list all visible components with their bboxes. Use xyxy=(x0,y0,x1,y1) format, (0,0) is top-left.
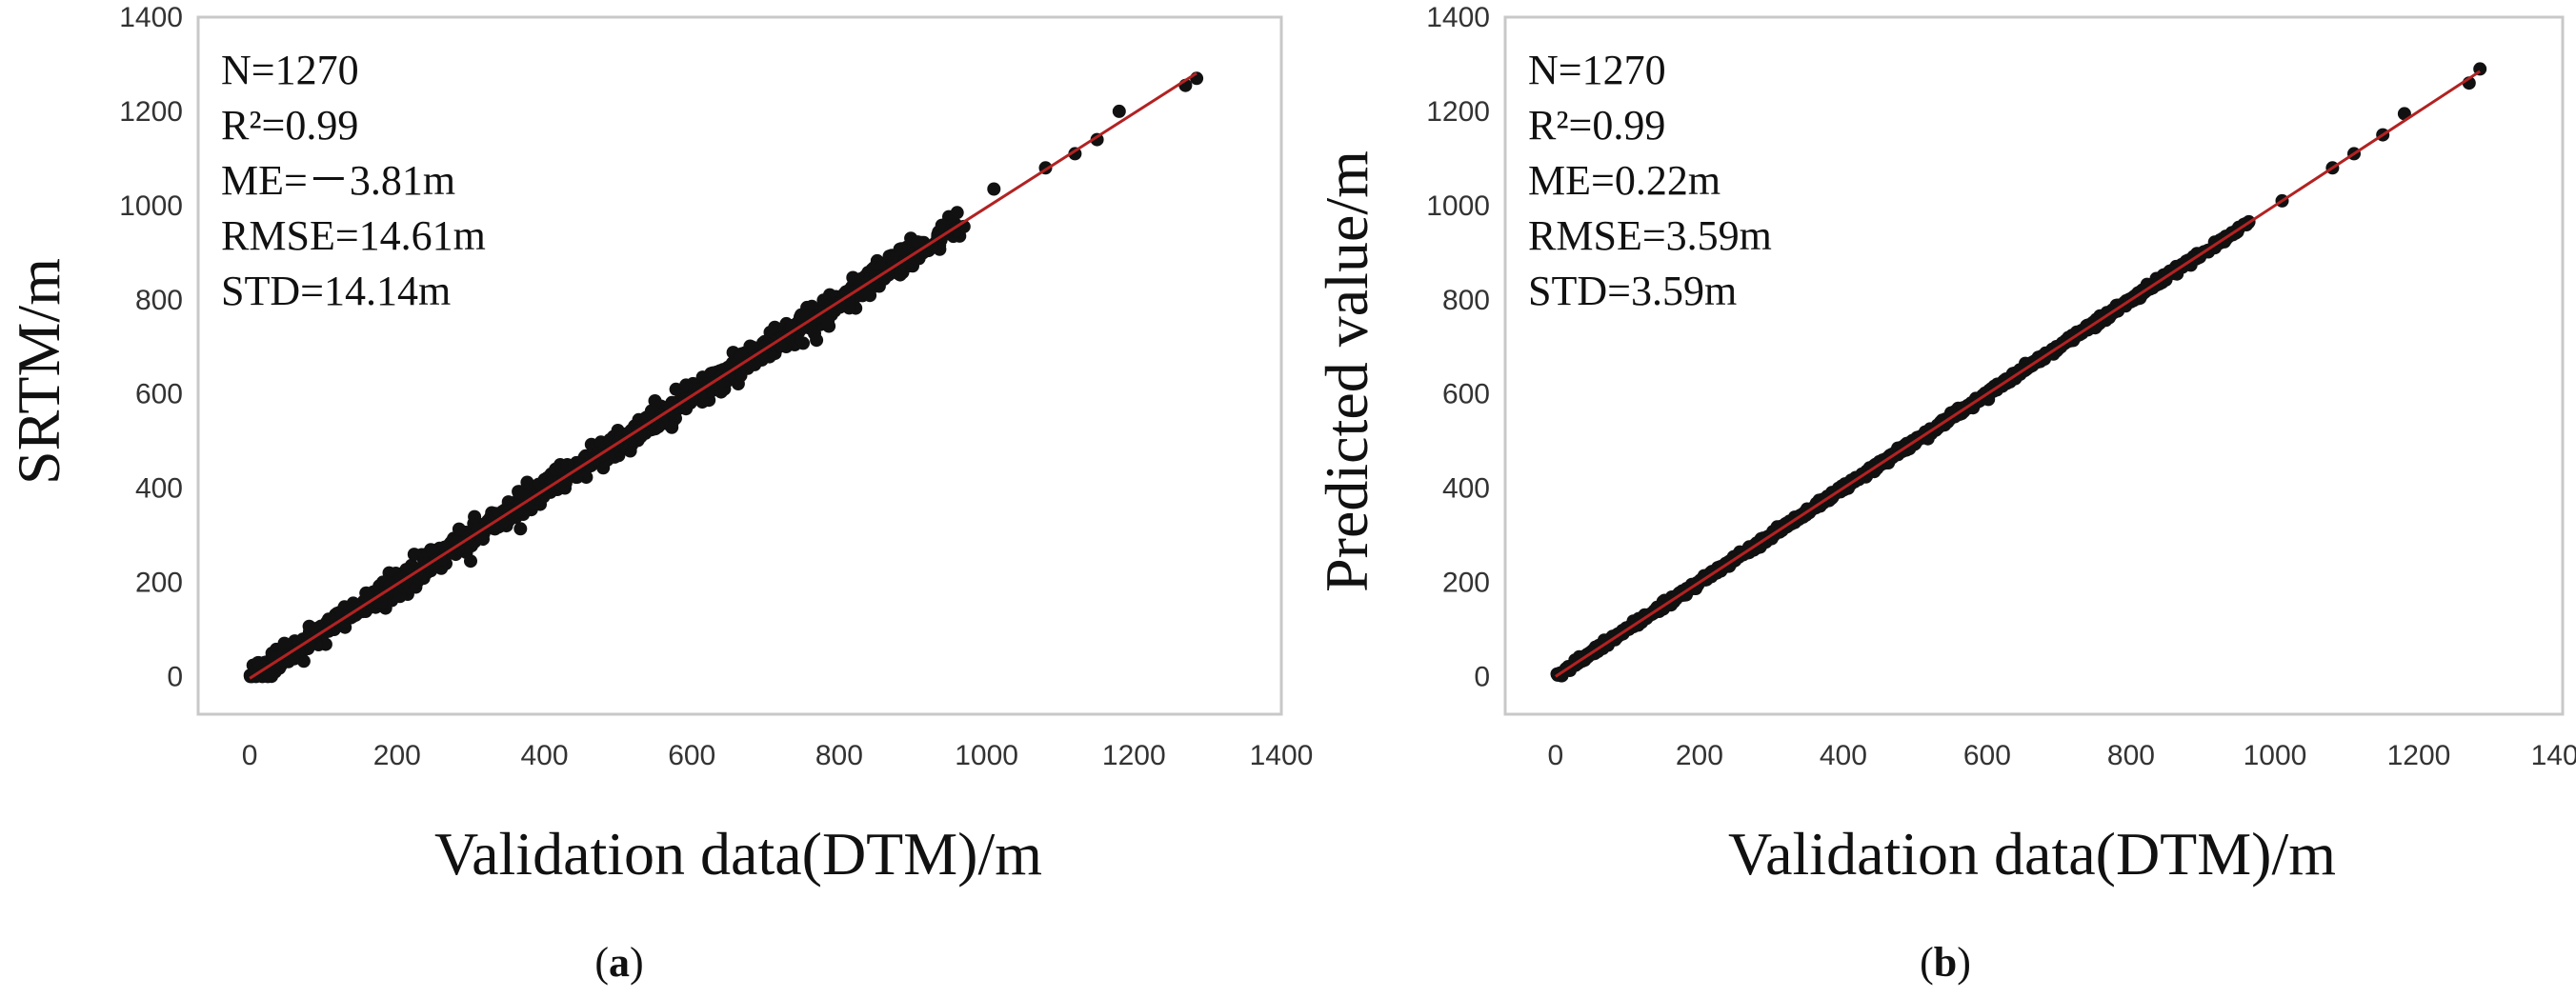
y-tick-label: 1000 xyxy=(1426,190,1490,222)
data-point xyxy=(625,438,638,452)
data-point xyxy=(392,589,407,604)
stat-n-b: N=1270 xyxy=(1528,47,1666,93)
data-point xyxy=(452,522,466,536)
x-tick-label: 600 xyxy=(1963,740,2011,771)
caption-close-b: ) xyxy=(1957,939,1971,986)
fit-line-a xyxy=(249,71,1197,680)
y-tick-label: 200 xyxy=(135,568,183,599)
data-point xyxy=(520,475,534,489)
y-tick-label: 200 xyxy=(1442,568,1490,599)
data-point xyxy=(821,314,835,329)
x-tick-label: 400 xyxy=(520,740,568,771)
y-tick-label: 0 xyxy=(1474,661,1490,692)
panel-caption-a: (a) xyxy=(594,939,643,986)
data-point xyxy=(2069,325,2083,339)
y-tick-label: 600 xyxy=(135,379,183,410)
y-tick-label: 1200 xyxy=(119,96,183,128)
data-point xyxy=(275,647,290,661)
x-tick-label: 200 xyxy=(373,740,421,771)
data-point xyxy=(1112,104,1126,118)
y-tick-label: 1400 xyxy=(119,2,183,33)
x-axis-label-a: Validation data(DTM)/m xyxy=(434,820,1042,888)
data-point xyxy=(925,239,939,252)
x-tick-label: 600 xyxy=(668,740,715,771)
x-tick-label: 0 xyxy=(1548,740,1564,771)
data-point xyxy=(950,206,964,220)
stat-std-a: STD=14.14m xyxy=(221,268,451,314)
caption-open-a: ( xyxy=(594,939,609,986)
x-tick-label: 200 xyxy=(1676,740,1723,771)
data-point xyxy=(886,251,899,266)
x-tick-label: 400 xyxy=(1820,740,1867,771)
y-tick-label: 400 xyxy=(1442,473,1490,505)
data-point xyxy=(486,519,500,533)
data-point xyxy=(560,458,574,471)
y-ticks-b: 0 200 400 600 800 1000 1200 1400 xyxy=(1426,2,1490,692)
x-tick-label: 1200 xyxy=(1102,740,1166,771)
y-tick-label: 1200 xyxy=(1426,96,1490,128)
stat-rmse-b: RMSE=3.59m xyxy=(1528,212,1772,259)
data-point xyxy=(987,182,1001,196)
data-point xyxy=(596,449,611,462)
x-axis-label-b: Validation data(DTM)/m xyxy=(1728,820,2336,888)
y-tick-label: 800 xyxy=(1442,285,1490,316)
data-point xyxy=(277,636,292,650)
caption-letter-a: a xyxy=(609,939,630,986)
data-point xyxy=(464,554,477,569)
data-point xyxy=(911,235,925,250)
stat-r2-b: R²=0.99 xyxy=(1528,102,1665,149)
data-point xyxy=(513,522,528,536)
data-point xyxy=(714,385,728,399)
y-tick-label: 600 xyxy=(1442,379,1490,410)
caption-close-a: ) xyxy=(630,939,644,986)
x-tick-label: 800 xyxy=(2107,740,2155,771)
y-tick-label: 400 xyxy=(135,473,183,505)
y-tick-label: 800 xyxy=(135,285,183,316)
x-tick-label: 1000 xyxy=(955,740,1018,771)
data-point xyxy=(474,531,489,546)
data-point xyxy=(513,487,526,501)
y-tick-label: 0 xyxy=(167,661,183,692)
panel-a: 0 200 400 600 800 1000 1200 1400 0 200 400 600 800 1… xyxy=(5,2,1313,986)
y-tick-label: 1000 xyxy=(119,190,183,222)
y-ticks-a: 0 200 400 600 800 1000 1200 1400 xyxy=(119,2,183,692)
stat-me-b: ME=0.22m xyxy=(1528,157,1721,204)
x-tick-label: 1000 xyxy=(2244,740,2307,771)
x-ticks-a: 0 200 400 600 800 1000 1200 1400 xyxy=(242,740,1314,771)
caption-letter-b: b xyxy=(1934,939,1957,986)
data-point xyxy=(679,378,694,392)
x-tick-label: 1400 xyxy=(1250,740,1314,771)
data-point xyxy=(735,349,750,363)
panel-b: 0 200 400 600 800 1000 1200 1400 0 200 400 600 800 1… xyxy=(1313,2,2576,986)
fit-line-b xyxy=(1555,70,2481,678)
x-tick-label: 0 xyxy=(242,740,258,771)
stat-me-a: ME=－3.81m xyxy=(221,157,455,204)
caption-open-b: ( xyxy=(1920,939,1934,986)
y-axis-label-b: Predicted value/m xyxy=(1313,150,1380,592)
x-tick-label: 1200 xyxy=(2387,740,2451,771)
panel-caption-b: (b) xyxy=(1920,939,1971,986)
stat-n-a: N=1270 xyxy=(221,47,359,93)
stat-rmse-a: RMSE=14.61m xyxy=(221,212,486,259)
stat-r2-a: R²=0.99 xyxy=(221,102,358,149)
x-ticks-b: 0 200 400 600 800 1000 1200 1400 xyxy=(1548,740,2576,771)
y-tick-label: 1400 xyxy=(1426,2,1490,33)
x-tick-label: 1400 xyxy=(2531,740,2576,771)
stats-b: N=1270 R²=0.99 ME=0.22m RMSE=3.59m STD=3… xyxy=(1528,47,1772,314)
data-point xyxy=(810,333,824,348)
y-axis-label-a: SRTM/m xyxy=(5,258,72,485)
stats-a: N=1270 R²=0.99 ME=－3.81m RMSE=14.61m STD… xyxy=(221,47,486,314)
data-point xyxy=(669,382,683,396)
stat-std-b: STD=3.59m xyxy=(1528,268,1737,314)
data-point xyxy=(468,509,482,524)
x-tick-label: 800 xyxy=(815,740,863,771)
